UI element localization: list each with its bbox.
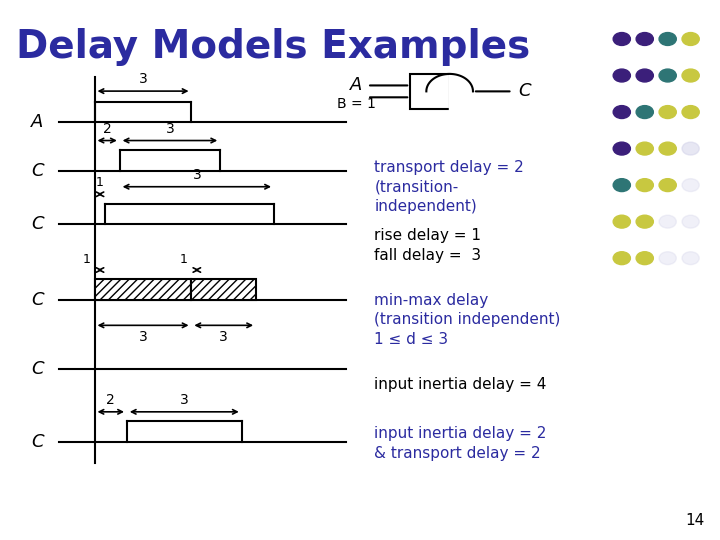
Circle shape <box>659 215 676 228</box>
Circle shape <box>636 179 653 192</box>
Circle shape <box>613 32 631 45</box>
Text: C: C <box>518 83 531 100</box>
Text: 14: 14 <box>685 513 704 528</box>
Text: A: A <box>31 113 43 131</box>
Circle shape <box>613 179 631 192</box>
Circle shape <box>659 69 676 82</box>
Text: 1: 1 <box>96 177 104 190</box>
Text: 1: 1 <box>84 253 91 266</box>
Text: 3: 3 <box>192 168 201 182</box>
Circle shape <box>636 252 653 265</box>
Text: 3: 3 <box>220 329 228 343</box>
Circle shape <box>659 179 676 192</box>
Text: A: A <box>350 77 363 94</box>
Bar <box>94 279 192 300</box>
Text: C: C <box>31 215 44 233</box>
Circle shape <box>613 142 631 155</box>
Text: 2: 2 <box>107 393 115 407</box>
Text: Delay Models Examples: Delay Models Examples <box>16 28 530 66</box>
Text: 3: 3 <box>139 72 148 86</box>
Circle shape <box>613 215 631 228</box>
Circle shape <box>659 142 676 155</box>
Text: C: C <box>31 360 44 379</box>
Circle shape <box>636 32 653 45</box>
Circle shape <box>682 142 699 155</box>
Text: input inertia delay = 4: input inertia delay = 4 <box>374 377 546 393</box>
Circle shape <box>636 142 653 155</box>
Circle shape <box>636 106 653 118</box>
Circle shape <box>682 215 699 228</box>
Text: B = 1: B = 1 <box>337 97 376 111</box>
Text: 2: 2 <box>103 122 112 136</box>
Text: 1: 1 <box>180 253 188 266</box>
Circle shape <box>659 32 676 45</box>
Text: min-max delay
(transition independent)
1 ≤ d ≤ 3: min-max delay (transition independent) 1… <box>374 293 561 347</box>
Circle shape <box>682 106 699 118</box>
Text: 3: 3 <box>166 122 174 136</box>
Text: transport delay = 2
(transition-
independent): transport delay = 2 (transition- indepen… <box>374 160 524 214</box>
Text: rise delay = 1
fall delay =  3: rise delay = 1 fall delay = 3 <box>374 228 482 263</box>
Circle shape <box>659 106 676 118</box>
Circle shape <box>613 69 631 82</box>
Bar <box>410 74 450 109</box>
Circle shape <box>636 215 653 228</box>
Circle shape <box>636 69 653 82</box>
Text: 3: 3 <box>180 393 189 407</box>
Circle shape <box>682 179 699 192</box>
Circle shape <box>682 252 699 265</box>
Text: C: C <box>31 161 44 180</box>
Circle shape <box>682 69 699 82</box>
Circle shape <box>682 32 699 45</box>
Text: 3: 3 <box>139 329 148 343</box>
Circle shape <box>613 106 631 118</box>
Circle shape <box>613 252 631 265</box>
Bar <box>192 279 256 300</box>
Circle shape <box>659 252 676 265</box>
Text: C: C <box>31 433 44 451</box>
Text: input inertia delay = 2
& transport delay = 2: input inertia delay = 2 & transport dela… <box>374 426 546 461</box>
Text: C: C <box>31 291 44 308</box>
